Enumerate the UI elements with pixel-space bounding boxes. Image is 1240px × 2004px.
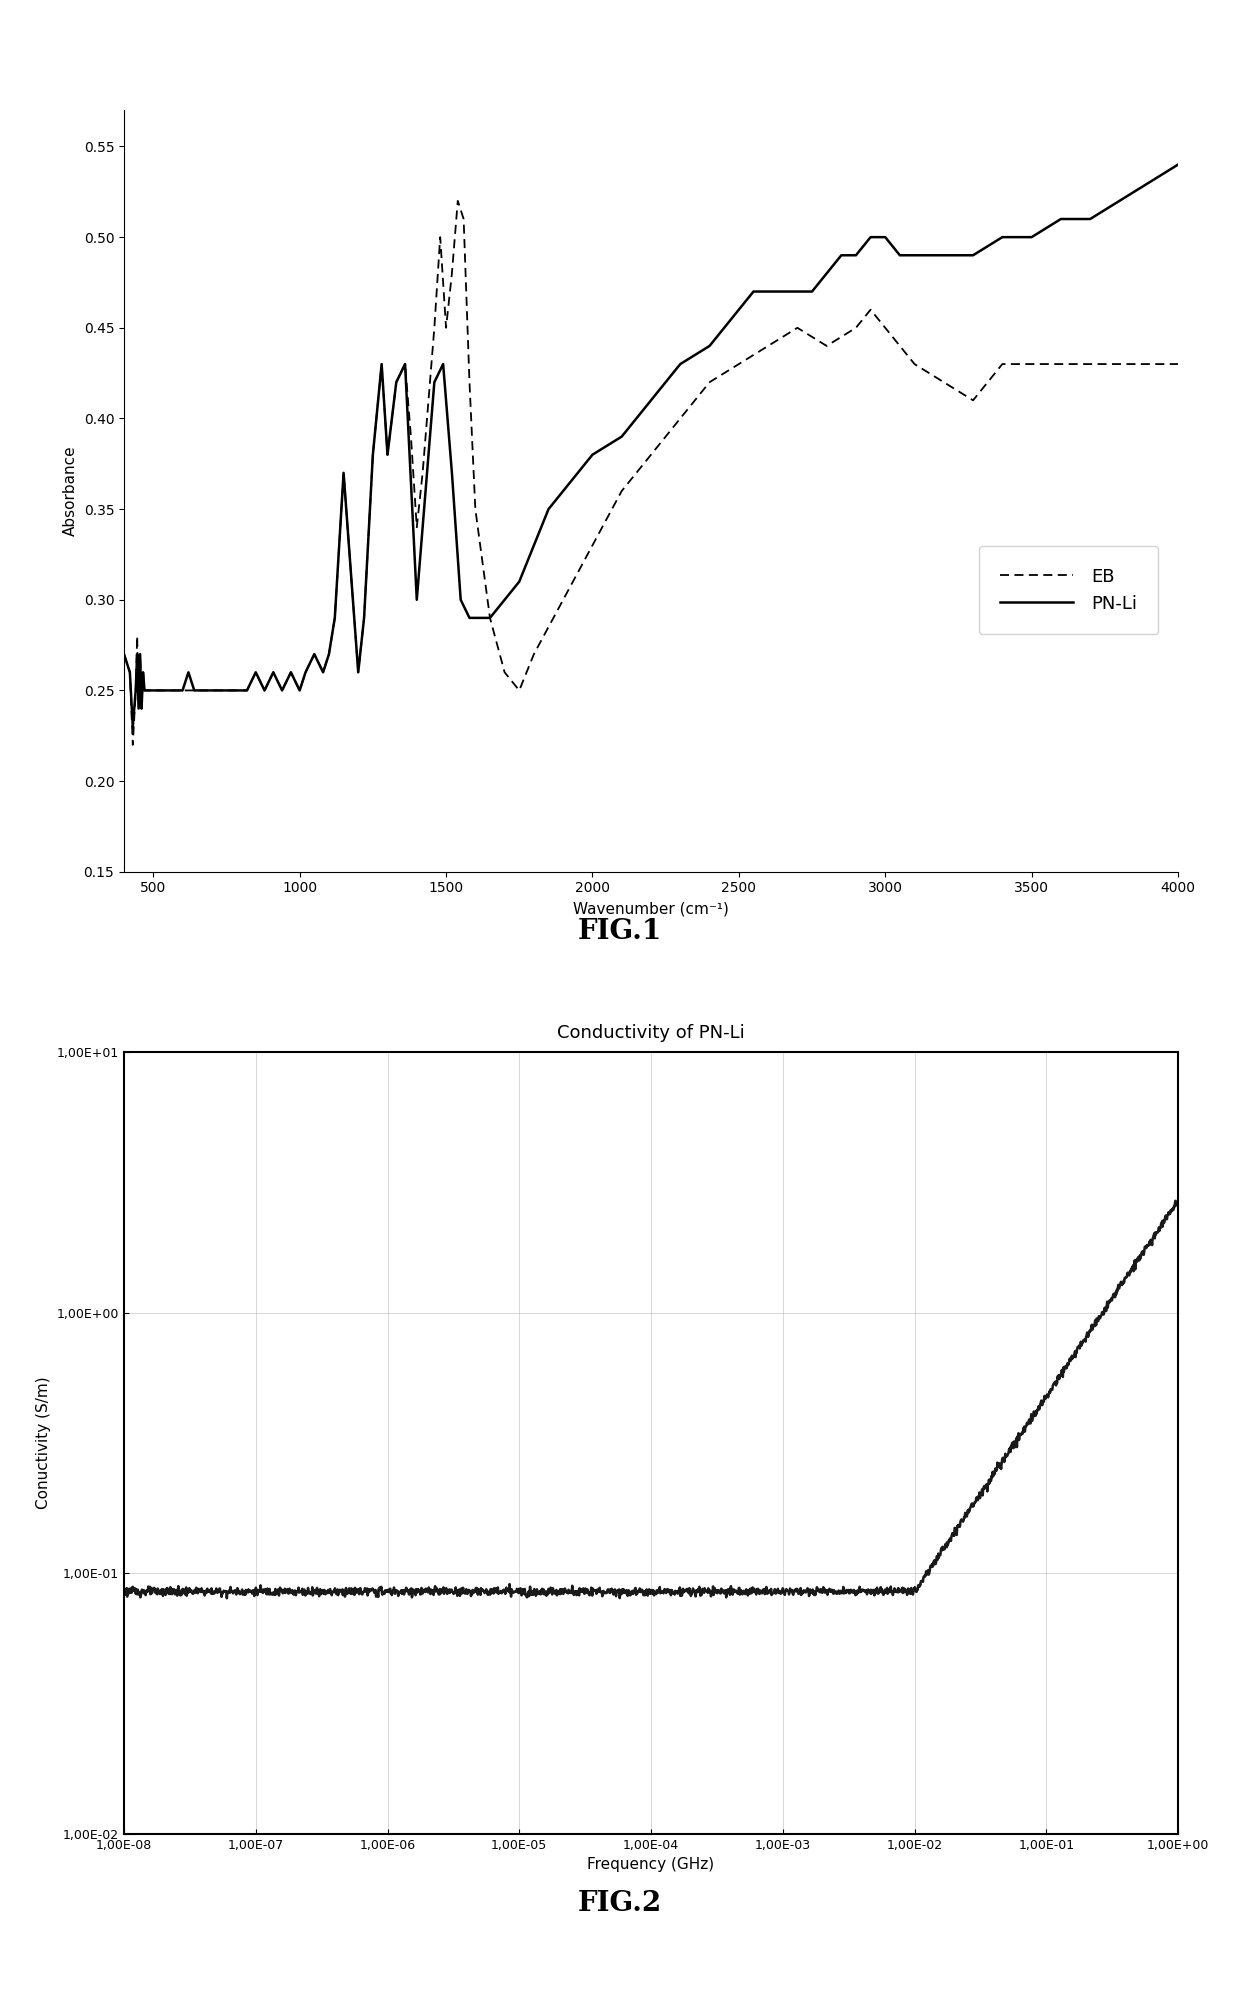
PN-Li (125, 715, 140, 739)
PN-Li (216, 679, 231, 703)
PN-Li (327, 605, 342, 629)
EB (450, 188, 465, 212)
EB (125, 733, 140, 758)
Line: PN-Li: PN-Li (124, 164, 1178, 727)
PN-Li (170, 679, 185, 703)
Text: FIG.1: FIG.1 (578, 918, 662, 946)
Legend: EB, PN-Li: EB, PN-Li (978, 545, 1158, 633)
Title: Conductivity of PN-Li: Conductivity of PN-Li (557, 1024, 745, 1042)
X-axis label: Frequency (GHz): Frequency (GHz) (588, 1858, 714, 1872)
Y-axis label: Conuctivity (S/m): Conuctivity (S/m) (36, 1377, 51, 1509)
EB (117, 641, 131, 665)
Text: FIG.2: FIG.2 (578, 1890, 662, 1918)
EB (381, 443, 396, 467)
PN-Li (117, 641, 131, 665)
PN-Li (717, 317, 732, 341)
EB (293, 679, 308, 703)
EB (146, 679, 161, 703)
Line: EB: EB (124, 200, 1178, 745)
PN-Li (482, 605, 497, 629)
Y-axis label: Absorbance: Absorbance (63, 445, 78, 537)
EB (140, 679, 155, 703)
EB (936, 371, 951, 395)
PN-Li (1171, 152, 1185, 176)
PN-Li (306, 641, 321, 665)
X-axis label: Wavenumber (cm⁻¹): Wavenumber (cm⁻¹) (573, 902, 729, 916)
EB (181, 679, 196, 703)
EB (1171, 353, 1185, 377)
